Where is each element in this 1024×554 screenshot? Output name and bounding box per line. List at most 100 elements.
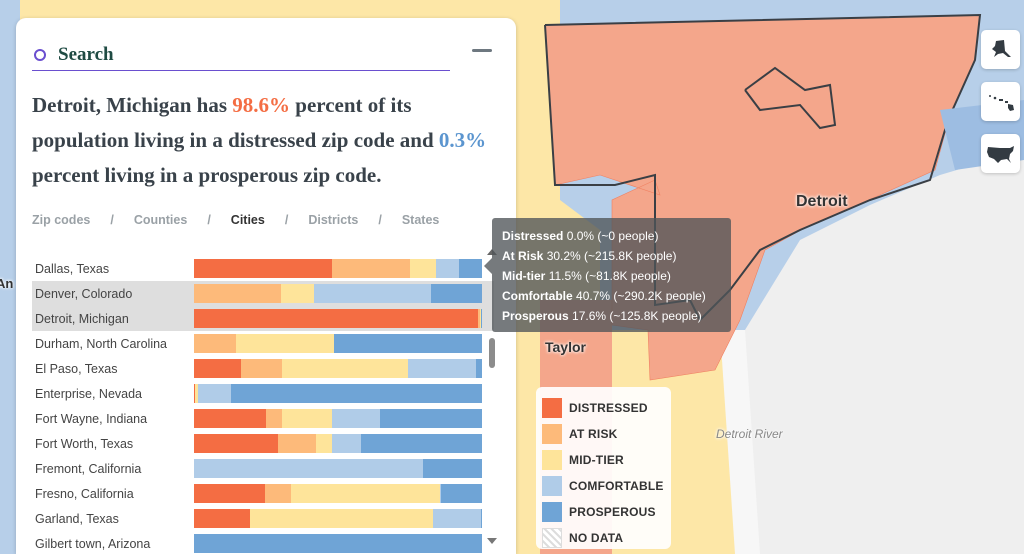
tooltip-value: 40.7% (~290.2K people): [576, 289, 706, 303]
alaska-icon: [991, 39, 1011, 57]
legend-swatch: [542, 502, 562, 522]
bar-segment-mid-tier: [236, 334, 334, 353]
scroll-down-arrow[interactable]: [487, 538, 497, 544]
legend-item: NO DATA: [542, 525, 665, 551]
tab-districts[interactable]: Districts: [308, 213, 359, 227]
legend-label: AT RISK: [569, 427, 618, 441]
list-item[interactable]: Fremont, California: [32, 456, 494, 481]
list-item[interactable]: Fresno, California: [32, 481, 494, 506]
legend-swatch: [542, 450, 562, 470]
bar-segment-prosperous: [194, 534, 482, 553]
tab-counties[interactable]: Counties: [133, 213, 188, 227]
map-river: [720, 330, 760, 554]
list-item[interactable]: Denver, Colorado: [32, 281, 494, 306]
tab-cities[interactable]: Cities: [230, 213, 265, 227]
bar-segment-distressed: [194, 484, 266, 503]
bar-segment-comfortable: [314, 284, 432, 303]
bar-segment-comfortable: [480, 309, 482, 328]
bar-segment-comfortable: [332, 409, 381, 428]
hawaii-button[interactable]: [981, 82, 1020, 121]
bar-segment-prosperous: [481, 309, 482, 328]
bar-segment-at-risk: [194, 334, 237, 353]
stacked-bar: [194, 459, 482, 478]
city-name: Detroit, Michigan: [35, 311, 129, 326]
tab-zip-codes[interactable]: Zip codes: [32, 213, 91, 227]
summary-place: Detroit, Michigan: [32, 93, 192, 117]
city-name: Fresno, California: [35, 486, 134, 501]
usa-button[interactable]: [981, 134, 1020, 173]
bar-segment-prosperous: [458, 259, 482, 278]
bar-segment-prosperous: [230, 384, 482, 403]
tooltip-label: At Risk: [502, 249, 544, 263]
stacked-bar: [194, 259, 482, 278]
bar-segment-mid-tier: [291, 484, 441, 503]
bar-segment-mid-tier: [479, 309, 481, 328]
bar-segment-distressed: [194, 434, 279, 453]
bar-segment-prosperous: [361, 434, 482, 453]
list-item[interactable]: Garland, Texas: [32, 506, 494, 531]
list-item[interactable]: El Paso, Texas: [32, 356, 494, 381]
legend-item: MID-TIER: [542, 447, 665, 473]
bar-segment-at-risk: [278, 434, 317, 453]
list-item[interactable]: Fort Wayne, Indiana: [32, 406, 494, 431]
bar-segment-at-risk: [240, 359, 282, 378]
tooltip-label: Distressed: [502, 229, 564, 243]
legend-swatch: [542, 528, 562, 548]
tooltip-label: Prosperous: [502, 309, 569, 323]
city-name: Denver, Colorado: [35, 286, 133, 301]
stacked-bar: [194, 284, 482, 303]
stacked-bar: [194, 434, 482, 453]
list-item[interactable]: Gilbert town, Arizona: [32, 531, 494, 554]
list-item[interactable]: Durham, North Carolina: [32, 331, 494, 356]
bar-segment-distressed: [194, 509, 251, 528]
bar-segment-prosperous: [380, 409, 482, 428]
search-icon: [34, 49, 46, 61]
tooltip-line: Distressed 0.0% (~0 people): [502, 226, 721, 246]
stacked-bar: [194, 309, 482, 328]
minimize-button[interactable]: [472, 49, 492, 52]
enclave-boundary: [744, 66, 837, 130]
detroit-city-boundary: [544, 13, 982, 322]
legend-item: COMFORTABLE: [542, 473, 665, 499]
geography-tabs: Zip codes / Counties / Cities / Districts / Stat…: [32, 213, 482, 227]
bar-segment-comfortable: [194, 459, 424, 478]
tooltip-line: At Risk 30.2% (~215.8K people): [502, 246, 721, 266]
bar-segment-comfortable: [407, 359, 476, 378]
alaska-button[interactable]: [981, 30, 1020, 69]
tooltip-line: Mid-tier 11.5% (~81.8K people): [502, 266, 721, 286]
tab-separator: /: [110, 213, 114, 227]
bar-segment-prosperous: [333, 334, 482, 353]
city-name: El Paso, Texas: [35, 361, 118, 376]
city-name: Gilbert town, Arizona: [35, 536, 151, 551]
list-item[interactable]: Detroit, Michigan: [32, 306, 494, 331]
city-name: Fort Worth, Texas: [35, 436, 134, 451]
bar-segment-mid-tier: [281, 359, 408, 378]
legend-label: DISTRESSED: [569, 401, 648, 415]
bar-segment-comfortable: [197, 384, 231, 403]
bar-segment-distressed: [194, 309, 478, 328]
summary-text-2: percent of its population living in a di…: [32, 93, 439, 152]
summary-text-3: percent living in a prosperous zip code.: [32, 163, 382, 187]
list-item[interactable]: Fort Worth, Texas: [32, 431, 494, 456]
bar-segment-distressed: [194, 359, 241, 378]
tooltip-value: 30.2% (~215.8K people): [546, 249, 677, 263]
tooltip-value: 0.0% (~0 people): [566, 229, 659, 243]
bar-segment-at-risk: [332, 259, 410, 278]
bar-segment-at-risk: [477, 309, 480, 328]
legend-swatch: [542, 476, 562, 496]
prosperous-percent: 0.3%: [438, 128, 487, 152]
search-bar[interactable]: Search: [32, 40, 450, 71]
legend-item: AT RISK: [542, 421, 665, 447]
list-item[interactable]: Enterprise, Nevada: [32, 381, 494, 406]
tooltip-line: Prosperous 17.6% (~125.8K people): [502, 306, 721, 326]
map-label-edge: An: [0, 276, 14, 291]
tab-separator: /: [378, 213, 382, 227]
bar-segment-prosperous: [475, 359, 482, 378]
tab-states[interactable]: States: [401, 213, 440, 227]
bar-segment-prosperous: [481, 509, 482, 528]
bar-segment-mid-tier: [280, 284, 315, 303]
info-panel: Search Detroit, Michigan has 98.6% perce…: [16, 18, 516, 554]
scroll-thumb[interactable]: [489, 338, 495, 368]
list-item[interactable]: Dallas, Texas: [32, 256, 494, 281]
city-name: Enterprise, Nevada: [35, 386, 143, 401]
